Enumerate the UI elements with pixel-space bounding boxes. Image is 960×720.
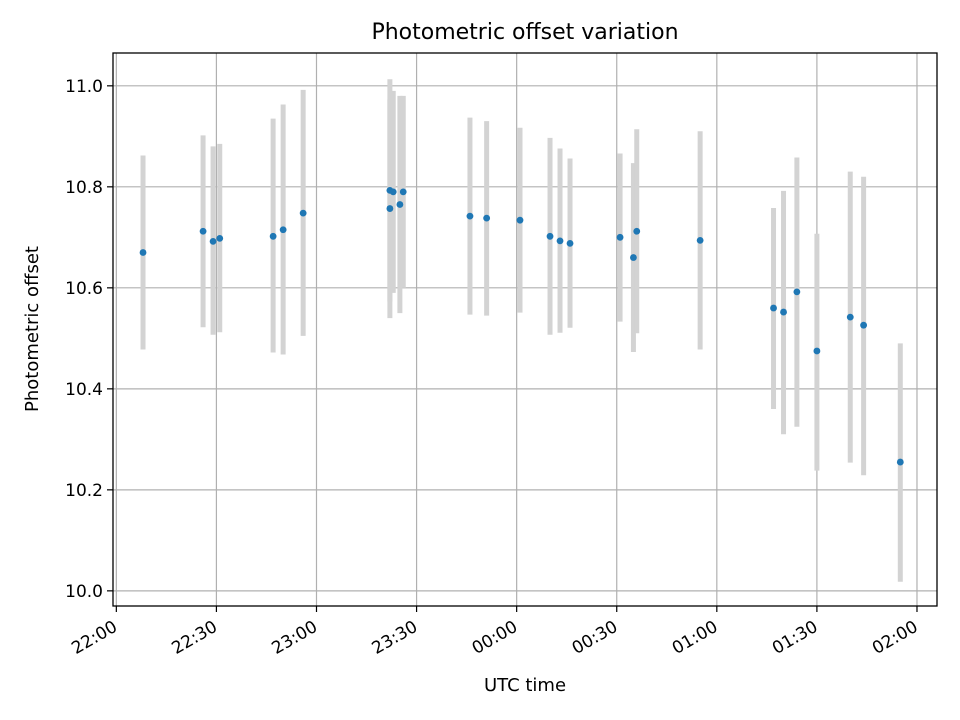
data-point — [216, 234, 224, 242]
y-tick-label: 10.8 — [65, 178, 103, 198]
data-point — [199, 227, 207, 235]
data-point — [299, 209, 307, 217]
data-point — [386, 205, 394, 212]
y-tick-label: 11.0 — [65, 77, 103, 97]
data-point — [813, 347, 821, 355]
x-tick-label: 00:00 — [469, 617, 521, 659]
data-point — [516, 216, 524, 224]
data-point — [780, 308, 787, 316]
y-tick-label: 10.2 — [65, 481, 103, 501]
data-point — [896, 458, 904, 466]
error-bars — [140, 79, 903, 582]
x-tick-label: 22:00 — [68, 617, 120, 659]
data-point — [269, 232, 277, 240]
data-point — [793, 288, 801, 296]
x-tick-label: 00:30 — [569, 617, 621, 659]
x-tick-label: 01:30 — [769, 617, 821, 659]
x-axis-label: UTC time — [484, 675, 566, 696]
data-point — [389, 188, 397, 196]
x-axis-ticks: 22:00 22:30 23:00 23:30 00:00 00:30 01:00 01:30… — [68, 606, 921, 659]
data-point — [630, 254, 637, 261]
plot-frame — [112, 52, 938, 607]
data-points — [139, 186, 904, 466]
data-point — [396, 201, 404, 208]
x-tick-label: 22:30 — [168, 617, 220, 659]
y-tick-label: 10.0 — [65, 582, 103, 602]
data-point — [279, 226, 287, 234]
data-point — [139, 249, 147, 256]
chart-title: Photometric offset variation — [371, 20, 678, 45]
data-point — [399, 188, 407, 196]
data-point — [566, 239, 574, 247]
data-point — [209, 237, 217, 245]
data-point — [633, 227, 641, 235]
x-tick-label: 23:00 — [269, 617, 321, 659]
data-point — [556, 237, 564, 245]
data-point — [770, 304, 777, 312]
y-tick-label: 10.6 — [65, 279, 103, 299]
data-point — [846, 313, 854, 321]
data-point — [483, 214, 491, 222]
x-tick-label: 02:00 — [869, 617, 921, 659]
data-point — [546, 232, 554, 240]
data-point — [466, 212, 474, 220]
data-point — [860, 321, 868, 329]
y-tick-label: 10.4 — [65, 380, 103, 400]
y-axis-ticks: 10.0 10.2 10.4 10.6 10.8 11.0 — [65, 77, 113, 602]
grid-lines — [113, 53, 937, 606]
x-tick-label: 01:00 — [669, 617, 721, 659]
data-point — [616, 233, 624, 241]
data-point — [696, 236, 704, 244]
x-tick-label: 23:30 — [369, 617, 421, 659]
y-axis-label: Photometric offset — [22, 246, 43, 412]
